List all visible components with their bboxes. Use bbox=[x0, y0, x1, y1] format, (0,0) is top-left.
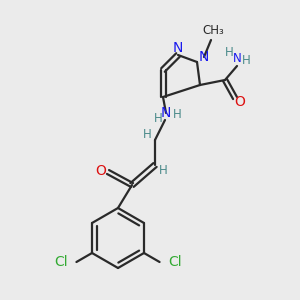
Text: N: N bbox=[232, 52, 242, 65]
Text: H: H bbox=[242, 53, 250, 67]
Text: N: N bbox=[173, 41, 183, 55]
Text: H: H bbox=[142, 128, 152, 142]
Text: O: O bbox=[96, 164, 106, 178]
Text: N: N bbox=[161, 106, 171, 120]
Text: N: N bbox=[199, 50, 209, 64]
Text: Cl: Cl bbox=[169, 255, 182, 269]
Text: H: H bbox=[225, 46, 233, 59]
Text: H: H bbox=[154, 112, 162, 124]
Text: Cl: Cl bbox=[54, 255, 68, 269]
Text: O: O bbox=[235, 95, 245, 109]
Text: H: H bbox=[172, 107, 182, 121]
Text: H: H bbox=[159, 164, 167, 176]
Text: CH₃: CH₃ bbox=[202, 25, 224, 38]
